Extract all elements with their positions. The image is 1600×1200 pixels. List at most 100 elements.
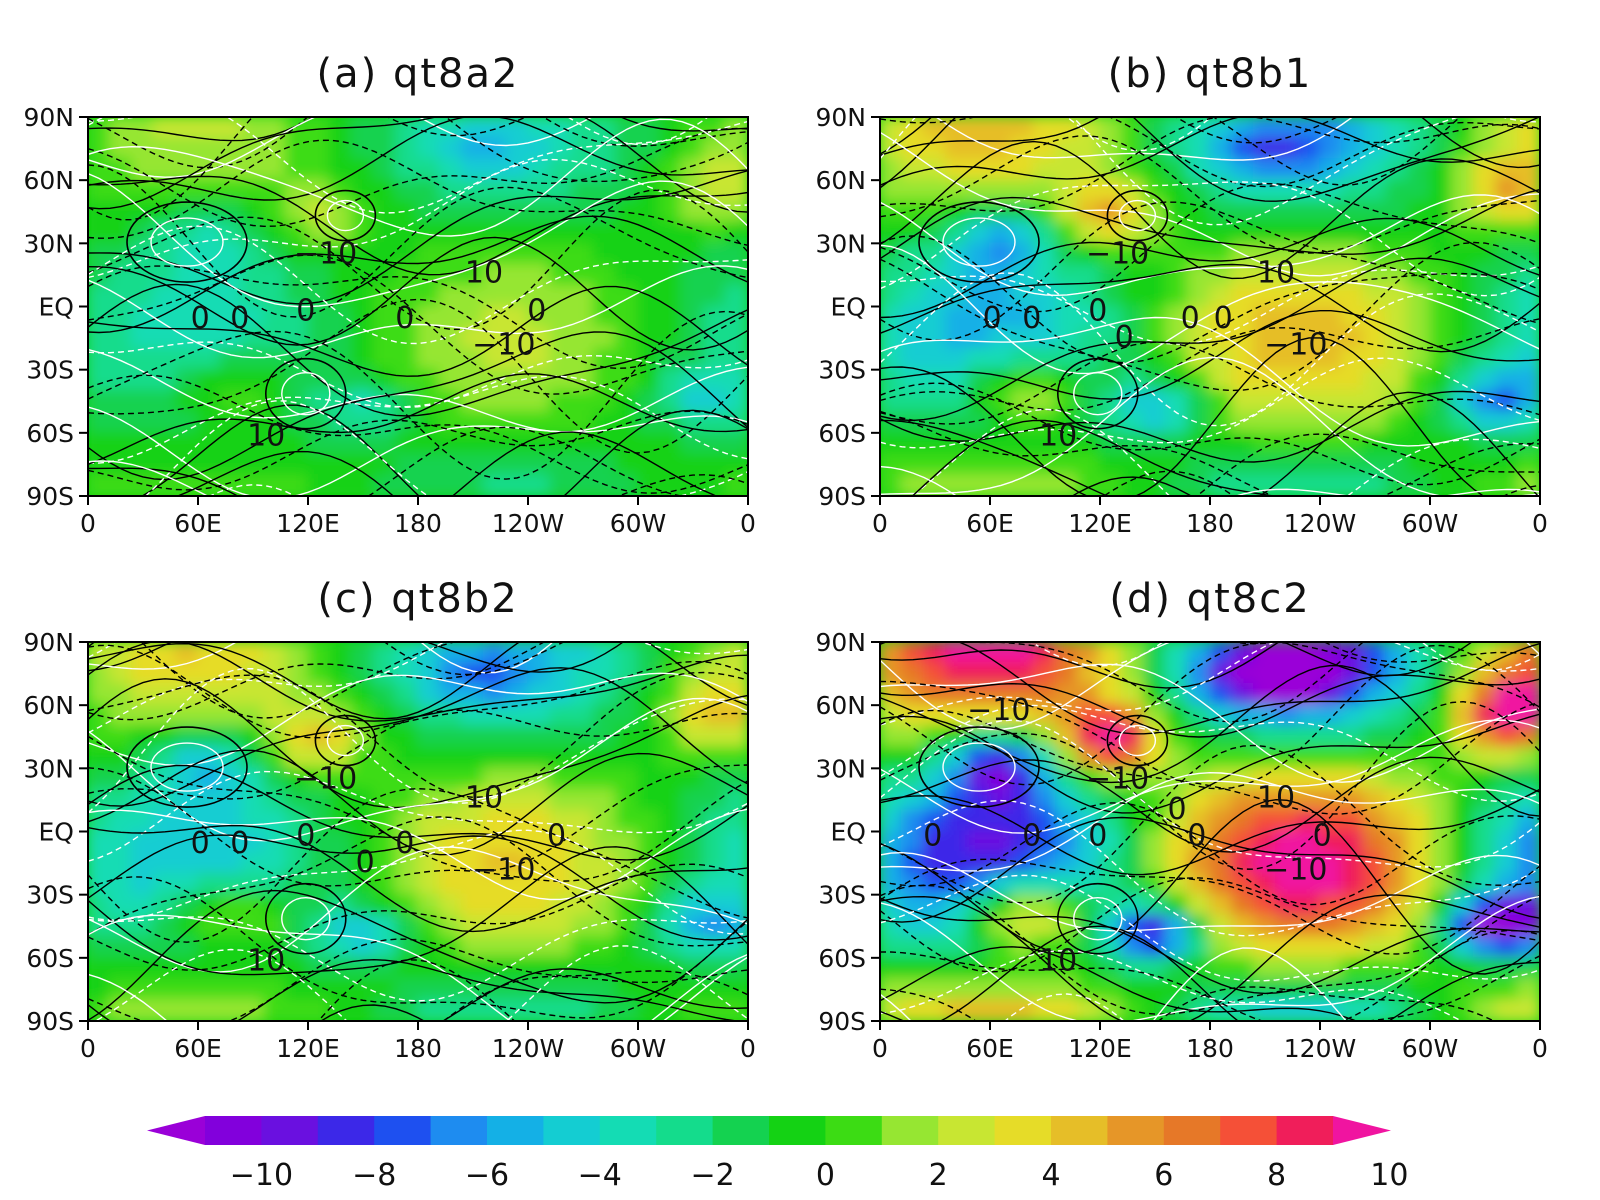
field-cell (637, 830, 661, 854)
field-cell (989, 830, 1013, 854)
contour-label: 10 (1039, 943, 1077, 978)
field-cell (901, 788, 925, 812)
field-cell (285, 788, 309, 812)
field-cell (1451, 117, 1475, 140)
field-cell (1473, 221, 1497, 245)
field-cell (153, 158, 177, 182)
field-cell (219, 872, 243, 896)
field-cell (1385, 179, 1409, 203)
field-cell (417, 158, 441, 182)
field-cell (1011, 977, 1035, 1001)
field-cell (1121, 851, 1145, 875)
field-cell (263, 893, 287, 917)
field-cell (131, 473, 155, 496)
contour-line (88, 767, 748, 887)
field-cell (241, 683, 265, 707)
field-cell (659, 452, 683, 476)
field-cell (659, 221, 683, 245)
field-cell (351, 662, 375, 686)
contour-line (880, 674, 1540, 738)
field-cell (439, 788, 463, 812)
contour-line (880, 244, 1540, 375)
colorbar-arrow-left (147, 1116, 205, 1145)
field-cell (88, 389, 111, 413)
y-tick-label: 90S (26, 482, 74, 511)
field-cell (1517, 642, 1540, 665)
contour-line (880, 744, 1540, 904)
field-cell (1209, 263, 1233, 287)
field-cell (1077, 368, 1101, 392)
field-cell (1121, 767, 1145, 791)
field-cell (637, 431, 661, 455)
field-cell (1011, 642, 1035, 665)
field-cell (307, 725, 331, 749)
field-cell (395, 221, 419, 245)
field-cell (1429, 767, 1453, 791)
field-cell (989, 767, 1013, 791)
x-tick-label: 120W (1284, 1034, 1356, 1063)
field-cell (1209, 809, 1233, 833)
field-cell (901, 263, 925, 287)
field-cell (571, 158, 595, 182)
field-cell (901, 179, 925, 203)
contour-line (939, 925, 1540, 1021)
field-cell (88, 998, 111, 1021)
contour-line (880, 895, 1540, 1021)
field-cell (1451, 263, 1475, 287)
colorbar-swatch (938, 1116, 996, 1145)
field-cell (1275, 473, 1299, 496)
field-cell (1209, 117, 1233, 140)
field-cell (527, 347, 551, 371)
field-cell (923, 642, 947, 665)
field-cell (571, 452, 595, 476)
field-cell (1011, 872, 1035, 896)
field-cell (967, 179, 991, 203)
field-cell (373, 179, 397, 203)
field-cell (373, 998, 397, 1021)
field-cell (1165, 956, 1189, 980)
field-cell (1429, 200, 1453, 224)
field-cell (439, 221, 463, 245)
x-tick-label: 120W (1284, 509, 1356, 538)
field-cell (1077, 242, 1101, 266)
field-cell (1319, 473, 1343, 496)
field-cell (880, 935, 903, 959)
field-cell (439, 347, 463, 371)
field-cell (109, 704, 133, 728)
y-tick-label: 30S (818, 356, 866, 385)
contour-label: 10 (1257, 780, 1295, 815)
field-cell (880, 263, 903, 287)
field-cell (131, 872, 155, 896)
x-tick-label: 120E (1068, 1034, 1132, 1063)
x-tick-label: 180 (394, 1034, 442, 1063)
field-cell (1055, 347, 1079, 371)
field-cell (1495, 389, 1519, 413)
field-cell (241, 872, 265, 896)
field-cell (505, 305, 529, 329)
contour-line (880, 642, 1540, 726)
field-cell (351, 158, 375, 182)
field-cell (1055, 431, 1079, 455)
field-cell (263, 642, 287, 665)
field-cell (967, 851, 991, 875)
field-cell (1473, 809, 1497, 833)
field-cell (571, 326, 595, 350)
field-cell (1385, 809, 1409, 833)
field-cell (461, 642, 485, 665)
contour-label: 0 (191, 826, 210, 861)
field-cell (1451, 935, 1475, 959)
colorbar-swatch (712, 1116, 770, 1145)
contour-line (1073, 896, 1123, 941)
field-cell (967, 788, 991, 812)
field-cell (1011, 431, 1035, 455)
contour-line (88, 170, 748, 305)
field-cell (1253, 410, 1277, 434)
y-tick-label: 30S (818, 881, 866, 910)
field-cell (351, 137, 375, 161)
field-cell (945, 305, 969, 329)
field-cell (615, 956, 639, 980)
field-cell (395, 179, 419, 203)
contour-label: 10 (1039, 418, 1077, 453)
field-cell (417, 137, 441, 161)
contour-line (942, 742, 1016, 792)
